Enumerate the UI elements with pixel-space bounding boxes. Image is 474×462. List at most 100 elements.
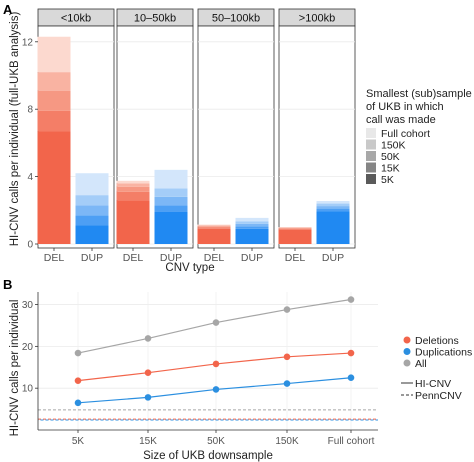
x-tick-label: DEL (204, 252, 225, 264)
bar-segment (154, 169, 188, 189)
data-point (144, 335, 152, 342)
x-tick-label: 150K (275, 436, 299, 447)
y-tick-label: 30 (22, 300, 34, 311)
bar-segment (154, 205, 188, 212)
bar-segment (37, 36, 71, 73)
bar-segment (316, 203, 350, 207)
legend-line-label: PennCNV (415, 390, 462, 402)
x-tick-label: DEL (44, 252, 65, 264)
legend-marker (403, 348, 411, 355)
data-point (74, 349, 82, 357)
bar-segment (75, 215, 109, 226)
data-point (347, 296, 355, 303)
x-tick-label: DUP (81, 252, 103, 264)
data-point (212, 319, 220, 326)
bar-segment (316, 206, 350, 209)
x-tick-label: DUP (322, 252, 344, 264)
bar-segment (37, 72, 71, 91)
legend-swatch (366, 128, 376, 138)
facet-strip-label: >100kb (299, 13, 335, 25)
bar-segment (116, 183, 150, 187)
bar-segment (316, 208, 350, 212)
facet-strip-label: 50–100kb (212, 13, 260, 25)
bar-segment (316, 201, 350, 204)
bar-segment (154, 196, 188, 206)
bar-segment (75, 195, 109, 206)
bar-segment (116, 200, 150, 244)
x-tick-label: 5K (72, 436, 85, 447)
x-tick-label: DEL (123, 252, 144, 264)
facet-strip-label: 10–50kb (134, 13, 176, 25)
bar-segment (197, 224, 231, 226)
legend-title-line: call was made (366, 114, 436, 126)
x-tick-label: DUP (160, 252, 182, 264)
panel-b-label: B (3, 277, 12, 292)
x-tick-label: 15K (139, 436, 157, 447)
bar-segment (235, 223, 269, 227)
data-point (144, 369, 152, 377)
data-point (212, 360, 220, 368)
bar-segment (37, 90, 71, 111)
data-point (347, 349, 355, 357)
legend-title-line: Smallest (sub)sample (366, 88, 472, 100)
legend-entry-label: All (415, 358, 427, 370)
legend-entry-label: 15K (381, 163, 400, 175)
bar-segment (197, 226, 231, 228)
bar-segment (278, 227, 312, 228)
panel-b: B HI-CNV calls per individual 10 20 30 5K 15… (3, 277, 472, 462)
x-tick-label: DEL (285, 252, 306, 264)
data-point (144, 394, 152, 401)
bar-segment (116, 191, 150, 201)
panel-b-plot: 10 20 30 5K 15K 50K 150K Full cohort (22, 292, 378, 447)
bar-segment (235, 221, 269, 224)
data-point (74, 377, 82, 384)
legend-swatch (366, 151, 376, 161)
legend-entry-label: 5K (381, 174, 394, 186)
bar-segment (316, 211, 350, 244)
x-tick-label: Full cohort (328, 436, 375, 447)
bar-segment (37, 131, 71, 244)
legend-title-line: of UKB in which (366, 101, 444, 113)
panel-a: A HI-CNV calls per individual (full-UKB … (3, 2, 472, 274)
legend-swatch (366, 162, 376, 173)
bar-segment (154, 188, 188, 197)
data-point (283, 353, 291, 361)
legend-entry-label: Deletions (415, 335, 459, 347)
bar-segment (197, 227, 231, 229)
bar-segment (116, 180, 150, 184)
panel-a-x-axis-label: CNV type (165, 262, 214, 274)
bar-segment (278, 229, 312, 244)
legend-entry-label: 150K (381, 140, 406, 152)
legend-marker (403, 359, 411, 367)
bar-segment (278, 227, 312, 229)
panel-b-y-axis-label: HI-CNV calls per individual (9, 300, 21, 437)
panel-b-x-axis-label: Size of UKB downsample (143, 450, 273, 462)
bar-segment (278, 228, 312, 230)
panel-a-facets: <10kb DEL DUP 10–50kb DEL DUP 50–100kb DEL DUP >1… (22, 8, 356, 264)
bar-segment (154, 211, 188, 244)
data-point (283, 380, 291, 387)
y-tick-label: 8 (27, 105, 33, 116)
legend-swatch (366, 139, 376, 150)
bar-segment (116, 186, 150, 192)
bar-segment (75, 205, 109, 216)
data-point (212, 386, 220, 393)
bar-segment (75, 173, 109, 196)
panel-a-label: A (3, 2, 13, 17)
legend-line-label: HI-CNV (415, 378, 451, 390)
data-point (283, 306, 291, 313)
bar-segment (235, 226, 269, 229)
bar-segment (75, 225, 109, 244)
bar-segment (197, 228, 231, 244)
facet-strip-label: <10kb (61, 13, 91, 25)
data-point (74, 399, 82, 407)
legend-swatch (366, 174, 376, 184)
y-tick-label: 10 (22, 384, 34, 395)
legend-entry-label: 50K (381, 151, 400, 163)
facet-panel (197, 25, 275, 249)
legend-entry-label: Duplications (415, 347, 472, 359)
plot-background (38, 292, 378, 430)
